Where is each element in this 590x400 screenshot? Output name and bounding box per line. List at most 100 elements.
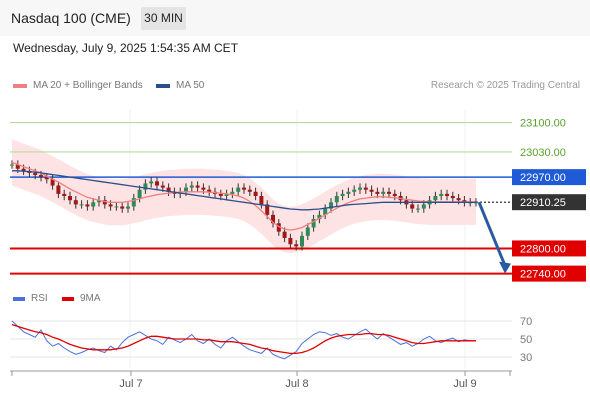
candle-body xyxy=(340,193,345,196)
candle-body xyxy=(439,193,444,196)
candle-body xyxy=(56,185,61,194)
candle-body xyxy=(184,187,188,192)
candle-body xyxy=(10,164,14,166)
candle-body xyxy=(282,231,287,238)
candle-body xyxy=(294,244,299,247)
candle-body xyxy=(300,235,304,247)
candle-body xyxy=(218,193,223,196)
candle-body xyxy=(73,200,78,205)
candle-body xyxy=(288,237,293,245)
candle-body xyxy=(450,196,455,199)
legend-ma50: MA 50 xyxy=(156,80,204,91)
rsi-swatch xyxy=(13,296,25,301)
candle-body xyxy=(189,185,194,188)
candle-body xyxy=(242,187,246,190)
projection-arrow-shaft xyxy=(477,201,507,267)
candle-body xyxy=(253,191,258,196)
candle-body xyxy=(271,214,275,224)
candle-body xyxy=(236,187,241,192)
candle-body xyxy=(392,193,397,196)
credit-text: Research © 2025 Trading Central xyxy=(430,80,580,91)
candle-body xyxy=(114,206,119,208)
candle-body xyxy=(375,191,380,194)
candle-body xyxy=(247,189,252,192)
chart-header: Nasdaq 100 (CME) 30 MIN xyxy=(0,0,590,36)
ma20-label: MA 20 + Bollinger Bands xyxy=(33,80,143,91)
level-tag-bg xyxy=(512,265,586,282)
level-tag-label: 22800.00 xyxy=(520,243,566,255)
ma50-label: MA 50 xyxy=(176,80,205,91)
candle-body xyxy=(421,204,426,209)
candle-body xyxy=(456,198,461,201)
ma50-line xyxy=(12,170,476,211)
candle-body xyxy=(305,227,310,236)
candle-body xyxy=(381,191,386,194)
candle-body xyxy=(155,181,159,186)
osc-tick-label: 30 xyxy=(520,352,532,364)
resistance-label: 23100.00 xyxy=(520,118,566,130)
candle-body xyxy=(85,204,90,207)
candle-body xyxy=(387,191,391,194)
candle-body xyxy=(259,196,264,205)
candle-body xyxy=(39,175,43,178)
candle-body xyxy=(15,164,20,169)
legend-ma20: MA 20 + Bollinger Bands xyxy=(13,80,143,91)
candle-body xyxy=(224,193,229,196)
candle-body xyxy=(334,196,339,203)
ma50-swatch xyxy=(156,83,170,88)
x-tick-label: Jul 8 xyxy=(285,378,308,390)
candle-body xyxy=(369,189,374,192)
candle-body xyxy=(44,177,49,180)
candle-body xyxy=(195,185,200,188)
timeframe-button[interactable]: 30 MIN xyxy=(141,7,186,30)
candle-body xyxy=(276,223,281,232)
level-tag-bg xyxy=(512,194,586,211)
candle-body xyxy=(416,208,420,210)
level-tag-label: 22740.00 xyxy=(520,269,566,281)
candle-body xyxy=(317,214,322,220)
candle-body xyxy=(149,181,154,184)
osc-tick-label: 70 xyxy=(520,316,532,328)
datetime-label: Wednesday, July 9, 2025 1:54:35 AM CET xyxy=(13,41,239,55)
candle-body xyxy=(329,202,333,209)
candle-body xyxy=(79,204,84,206)
rsi-line xyxy=(11,320,476,360)
resistance-label: 23030.00 xyxy=(520,147,566,159)
candle-body xyxy=(97,200,101,203)
candle-body xyxy=(91,202,96,207)
ma9-label: 9MA xyxy=(80,293,101,304)
candle-body xyxy=(201,187,206,190)
legend-9ma: 9MA xyxy=(62,293,101,304)
candle-body xyxy=(120,206,125,209)
bollinger-band xyxy=(12,139,476,254)
candle-body xyxy=(33,172,38,176)
candle-body xyxy=(21,168,26,171)
candle-body xyxy=(160,185,165,188)
candle-body xyxy=(311,219,316,228)
candle-body xyxy=(410,204,415,209)
candle-body xyxy=(265,204,270,215)
candle-body xyxy=(68,196,72,201)
candle-body xyxy=(358,187,362,190)
candle-body xyxy=(462,200,467,203)
candle-body xyxy=(131,198,136,207)
projection-arrow-head xyxy=(499,261,511,274)
candle-body xyxy=(323,208,328,215)
candle-body xyxy=(62,193,67,196)
candle-body xyxy=(230,191,235,194)
candle-body xyxy=(108,204,113,207)
candle-body xyxy=(166,187,171,192)
candle-body xyxy=(50,179,55,186)
level-tag-label: 22970.00 xyxy=(520,172,566,184)
ma20-line xyxy=(11,161,476,231)
candle-body xyxy=(363,187,368,190)
osc-tick-label: 50 xyxy=(520,334,532,346)
candle-body xyxy=(126,206,130,209)
rsi-label: RSI xyxy=(31,293,48,304)
ma20-swatch xyxy=(13,83,27,88)
candle-body xyxy=(346,191,351,194)
candle-body xyxy=(352,189,357,192)
candle-body xyxy=(143,183,148,190)
x-tick-label: Jul 7 xyxy=(119,378,142,390)
instrument-title: Nasdaq 100 (CME) xyxy=(11,10,131,26)
